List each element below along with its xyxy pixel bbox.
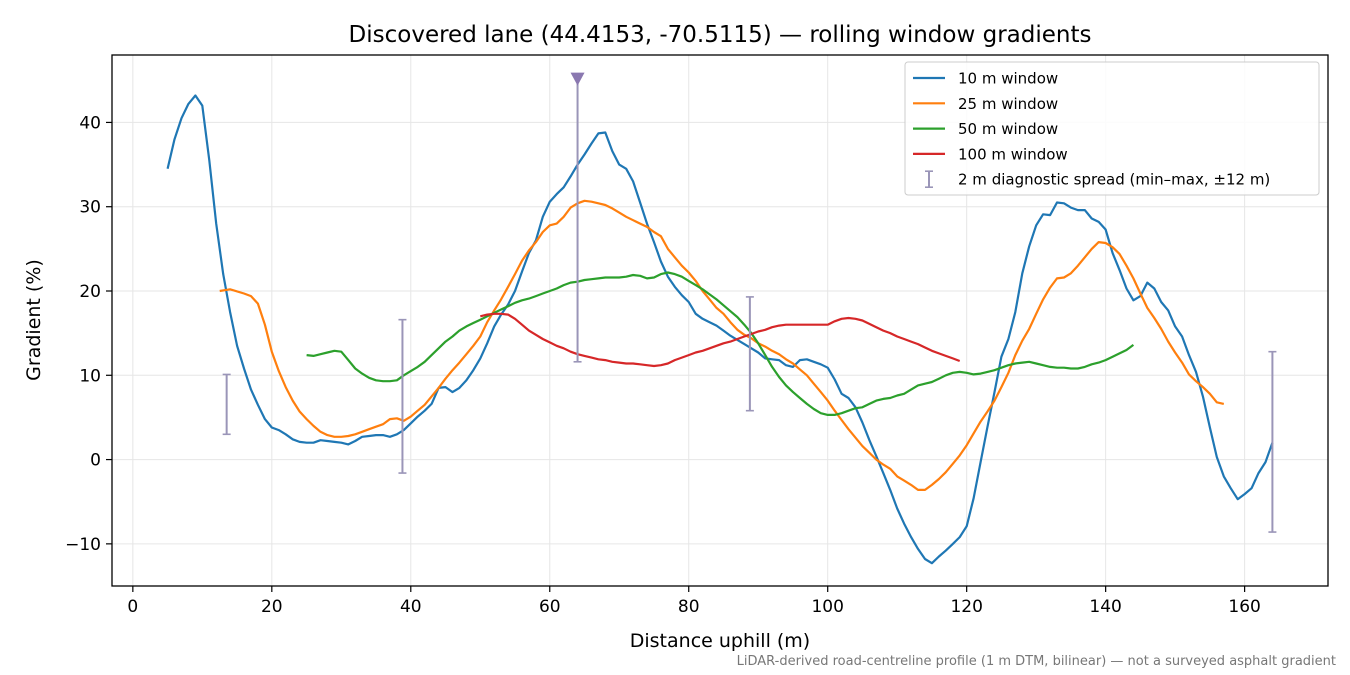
legend-label: 2 m diagnostic spread (min–max, ±12 m) — [958, 171, 1270, 189]
y-tick-label: 20 — [79, 282, 101, 302]
diagnostic-layer — [222, 72, 1277, 533]
plot-frame — [111, 54, 1329, 587]
series-line-3 — [306, 271, 1135, 416]
legend-box — [904, 61, 1320, 196]
x-tick-label: 20 — [261, 597, 283, 617]
y-tick-label: 30 — [79, 198, 101, 218]
footnote: LiDAR-derived road-centreline profile (1… — [737, 654, 1336, 669]
series-line-4 — [480, 312, 961, 368]
y-tick-label: 10 — [79, 366, 101, 386]
diagnostic-marker — [570, 72, 585, 86]
axis-ticks: 0 20 40 60 80 100 120 140 160 −10 0 10 20 30 40 — [65, 113, 1261, 617]
legend-label: 10 m window — [958, 70, 1058, 88]
x-tick-label: 100 — [811, 597, 843, 617]
legend-label: 25 m window — [958, 95, 1058, 113]
x-tick-label: 40 — [400, 597, 422, 617]
x-tick-label: 80 — [678, 597, 700, 617]
chart-title: Discovered lane (44.4153, -70.5115) — ro… — [349, 22, 1092, 48]
x-tick-label: 120 — [950, 597, 982, 617]
x-axis-label: Distance uphill (m) — [630, 630, 810, 652]
x-tick-label: 140 — [1089, 597, 1121, 617]
series-line-2 — [219, 199, 1225, 491]
x-tick-label: 0 — [127, 597, 138, 617]
x-tick-label: 160 — [1228, 597, 1260, 617]
legend: 10 m window 25 m window 50 m window 100 m w… — [904, 61, 1320, 196]
y-tick-label: 40 — [79, 113, 101, 133]
series-line-1 — [166, 94, 1274, 565]
legend-label: 50 m window — [958, 120, 1058, 138]
x-tick-label: 60 — [539, 597, 561, 617]
y-tick-label: −10 — [65, 535, 101, 555]
y-tick-label: 0 — [90, 451, 101, 471]
y-axis-label: Gradient (%) — [23, 259, 45, 381]
legend-label: 100 m window — [958, 145, 1068, 163]
series-layer — [166, 94, 1274, 565]
